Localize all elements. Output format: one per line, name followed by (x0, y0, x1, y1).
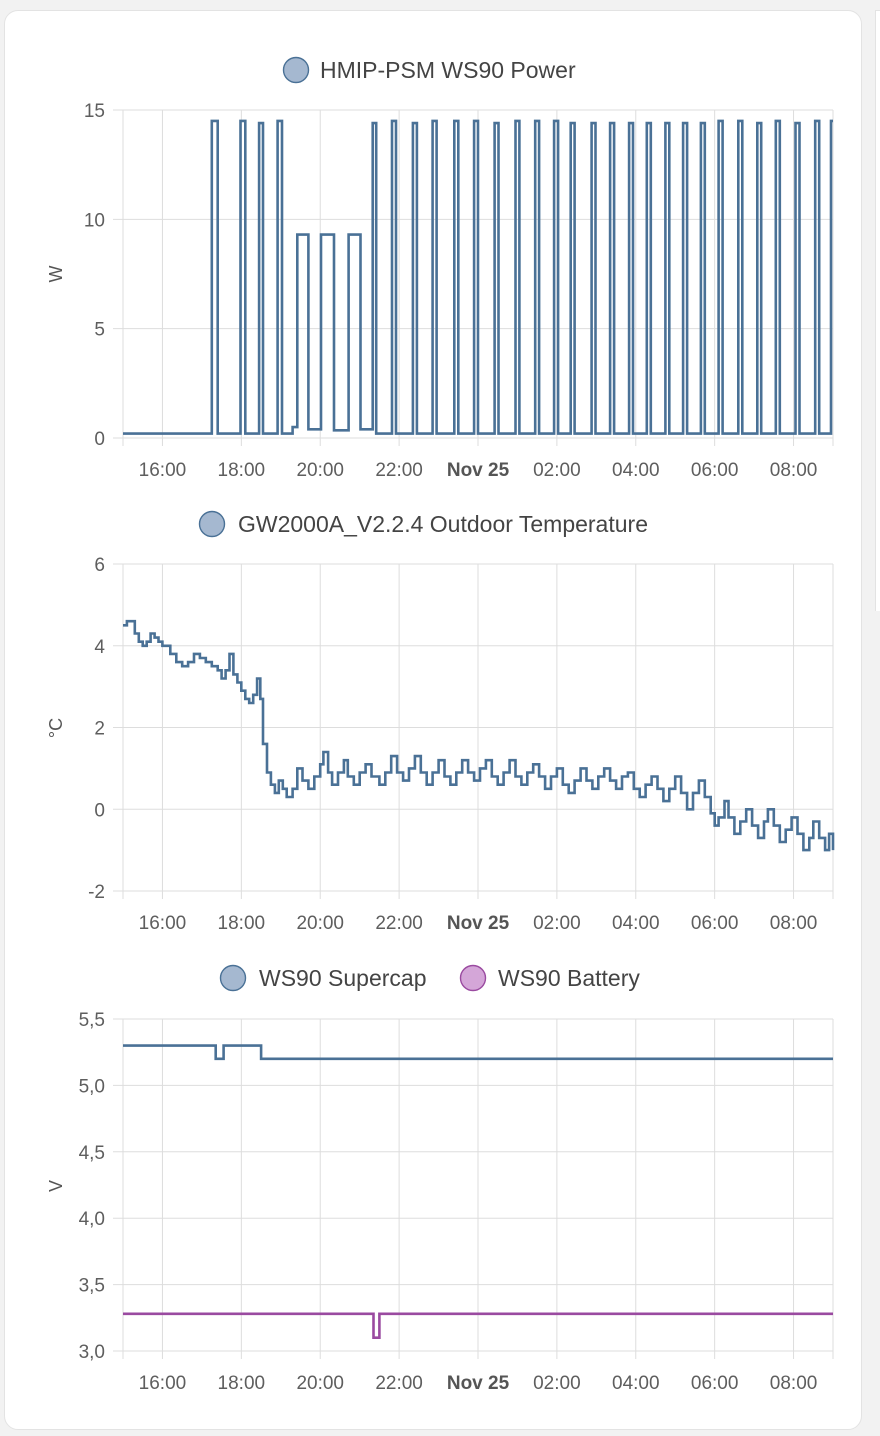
x-tick-label: 22:00 (375, 913, 423, 934)
y-tick-label: -2 (88, 882, 105, 903)
y-tick-label: 5 (94, 320, 105, 341)
y-axis-label: W (46, 266, 66, 283)
x-tick-label: 22:00 (375, 460, 423, 481)
legend-item[interactable]: WS90 Supercap (219, 964, 427, 992)
y-tick-label: 5,5 (79, 1010, 105, 1031)
y-tick-label: 4,0 (79, 1209, 105, 1230)
legend-label: WS90 Supercap (259, 965, 426, 991)
chart-3: 3,0 3,5 4,0 4,5 5,0 5,5 16:00 18:00 20:00 22:00 No… (46, 964, 834, 1394)
x-tick-label: 20:00 (296, 460, 344, 481)
x-tick-label: 20:00 (296, 913, 344, 934)
series-line-gw2000a-v2-2-4-outdoor-temperature (123, 619, 835, 852)
x-tick-label: Nov 25 (447, 1373, 510, 1394)
x-tick-label: 06:00 (691, 1373, 739, 1394)
y-tick-label: 15 (84, 101, 105, 122)
x-tick-label: 08:00 (770, 1373, 818, 1394)
x-tick-label: 04:00 (612, 1373, 660, 1394)
y-tick-label: 4 (94, 637, 105, 658)
series-line-ws90-supercap (123, 1044, 833, 1061)
series-line-ws90-battery (123, 1312, 833, 1339)
y-tick-label: 2 (94, 719, 105, 740)
y-tick-label: 5,0 (79, 1076, 105, 1097)
x-tick-label: 06:00 (691, 913, 739, 934)
x-tick-label: 08:00 (770, 460, 818, 481)
y-tick-label: 4,5 (79, 1143, 105, 1164)
adjacent-card-edge (875, 10, 880, 611)
x-tick-label: Nov 25 (447, 460, 510, 481)
x-tick-label: 18:00 (218, 913, 266, 934)
y-tick-label: 10 (84, 210, 105, 231)
legend-swatch (459, 964, 487, 992)
chart-2: -2 0 2 4 6 16:00 18:00 20:00 22:00 Nov 25 02:00 04:… (46, 510, 835, 934)
x-tick-label: 08:00 (770, 913, 818, 934)
x-tick-label: 20:00 (296, 1373, 344, 1394)
x-tick-label: 02:00 (533, 1373, 581, 1394)
x-tick-label: 16:00 (139, 460, 187, 481)
y-tick-label: 0 (94, 429, 105, 450)
x-tick-label: 18:00 (218, 1373, 266, 1394)
y-tick-label: 3,5 (79, 1276, 105, 1297)
y-axis-label: V (46, 1180, 66, 1192)
x-tick-label: 04:00 (612, 913, 660, 934)
legend-label: GW2000A_V2.2.4 Outdoor Temperature (238, 511, 648, 537)
x-tick-label: 02:00 (533, 460, 581, 481)
x-tick-label: 06:00 (691, 460, 739, 481)
legend-swatch (219, 964, 247, 992)
legend-swatch (282, 56, 310, 84)
x-tick-label: Nov 25 (447, 913, 510, 934)
x-tick-label: 22:00 (375, 1373, 423, 1394)
legend-item[interactable]: HMIP-PSM WS90 Power (282, 56, 576, 84)
x-tick-label: 16:00 (139, 913, 187, 934)
series-line-hmip-psm-ws90-power (123, 119, 833, 435)
y-tick-label: 6 (94, 555, 105, 576)
x-tick-label: 04:00 (612, 460, 660, 481)
x-tick-label: 02:00 (533, 913, 581, 934)
x-tick-label: 16:00 (139, 1373, 187, 1394)
chart-1: 0 5 10 15 16:00 18:00 20:00 22:00 Nov 25 02:00 04:… (46, 56, 834, 481)
legend-item[interactable]: GW2000A_V2.2.4 Outdoor Temperature (198, 510, 648, 538)
legend-label: WS90 Battery (498, 965, 640, 991)
legend-label: HMIP-PSM WS90 Power (320, 57, 576, 83)
y-axis-label: °C (46, 718, 66, 738)
x-tick-label: 18:00 (218, 460, 266, 481)
y-tick-label: 0 (94, 800, 105, 821)
legend-swatch (198, 510, 226, 538)
y-tick-label: 3,0 (79, 1342, 105, 1363)
legend-item[interactable]: WS90 Battery (459, 964, 641, 992)
